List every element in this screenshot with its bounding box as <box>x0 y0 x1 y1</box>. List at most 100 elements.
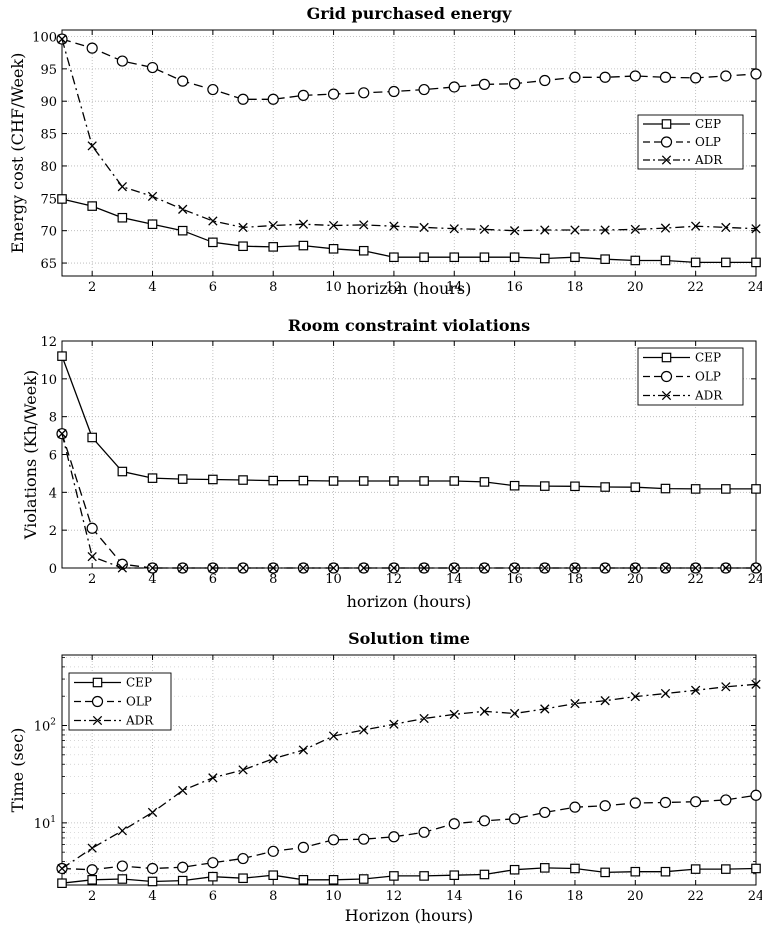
data-point-cep <box>268 870 279 880</box>
data-point-adr <box>298 219 309 229</box>
data-point-cep <box>479 252 490 263</box>
x-tick-label: 4 <box>148 889 156 904</box>
data-point-cep <box>389 476 399 486</box>
data-point-cep <box>87 201 97 211</box>
series-adr <box>57 679 761 874</box>
data-point-olp <box>177 75 189 87</box>
data-point-adr <box>660 223 671 233</box>
series-olp <box>56 428 762 574</box>
data-point-olp <box>327 88 340 100</box>
x-tick-label: 22 <box>687 889 704 904</box>
data-point-olp <box>237 852 249 865</box>
data-point-olp <box>358 833 370 845</box>
data-point-adr <box>268 220 278 231</box>
series-line-olp <box>61 38 757 100</box>
data-point-cep <box>721 257 731 268</box>
legend-marker-cep <box>92 677 103 688</box>
data-point-adr <box>208 563 218 573</box>
data-point-olp <box>267 93 279 105</box>
data-point-cep <box>87 875 97 885</box>
data-point-cep <box>87 432 97 443</box>
data-point-olp <box>599 800 611 812</box>
x-tick-label: 6 <box>209 280 217 295</box>
data-point-adr <box>540 225 550 235</box>
data-point-adr <box>178 563 188 573</box>
data-point-olp <box>720 70 732 82</box>
data-point-cep <box>509 864 520 875</box>
x-tick-label: 22 <box>687 572 704 587</box>
data-point-olp <box>720 794 732 806</box>
data-point-adr <box>751 563 761 573</box>
data-point-adr <box>449 224 459 234</box>
data-point-adr <box>690 563 701 573</box>
x-tick-label: 10 <box>325 280 342 295</box>
data-point-olp <box>690 796 702 808</box>
data-point-olp <box>599 71 611 83</box>
data-point-adr <box>419 222 429 233</box>
plot-area-frame <box>61 654 757 886</box>
legend-label-adr: ADR <box>125 714 154 728</box>
x-tick-label: 6 <box>209 572 217 587</box>
data-point-adr <box>419 563 429 573</box>
y-axis-label: Energy cost (CHF/Week) <box>8 53 27 254</box>
data-point-adr <box>509 563 520 573</box>
data-point-cep <box>721 484 731 494</box>
x-tick-label: 10 <box>325 889 342 904</box>
data-point-cep <box>177 474 188 484</box>
data-point-adr <box>389 719 399 729</box>
data-point-adr <box>359 220 369 230</box>
legend-label-cep: CEP <box>126 676 152 690</box>
data-point-adr <box>57 863 67 874</box>
y-tick-label: 85 <box>40 128 57 143</box>
x-tick-label: 14 <box>446 889 463 904</box>
series-cep <box>57 863 761 889</box>
data-point-cep <box>600 254 610 264</box>
data-point-olp <box>418 83 430 96</box>
data-point-cep <box>630 482 641 493</box>
data-point-olp <box>478 78 491 90</box>
data-point-cep <box>479 477 490 487</box>
data-point-cep <box>690 484 701 494</box>
data-point-olp <box>86 42 98 54</box>
data-point-olp <box>116 55 128 67</box>
data-point-cep <box>208 474 218 485</box>
data-point-olp <box>750 789 762 801</box>
data-point-cep <box>509 480 520 491</box>
x-tick-label: 22 <box>687 280 704 295</box>
legend-marker-adr <box>661 390 672 401</box>
legend-marker-olp <box>660 136 673 148</box>
data-point-cep <box>751 863 761 874</box>
y-tick-label: 101 <box>34 815 56 832</box>
x-tick-label: 16 <box>506 889 523 904</box>
y-axis-label: Time (sec) <box>8 728 27 813</box>
data-point-adr <box>479 224 490 235</box>
data-point-olp <box>448 81 460 93</box>
data-point-olp <box>327 834 340 846</box>
y-tick-label: 102 <box>34 718 56 735</box>
data-point-cep <box>177 225 188 236</box>
data-point-adr <box>449 563 459 573</box>
data-point-adr <box>721 682 731 692</box>
data-point-adr <box>117 826 128 836</box>
data-point-adr <box>147 807 158 818</box>
data-point-adr <box>359 563 369 573</box>
series-line-cep <box>61 867 757 884</box>
series-line-olp <box>61 433 756 569</box>
series-olp <box>56 789 762 876</box>
data-point-cep <box>419 252 429 263</box>
data-point-adr <box>660 688 671 699</box>
y-tick-label: 65 <box>40 257 57 272</box>
series-cep <box>57 194 761 268</box>
data-point-olp <box>146 862 159 875</box>
data-point-adr <box>87 141 97 151</box>
y-tick-base: 10 <box>34 817 51 832</box>
data-point-olp <box>116 860 128 872</box>
data-point-adr <box>540 704 550 714</box>
legend-label-adr: ADR <box>694 153 723 167</box>
data-point-olp <box>207 83 219 96</box>
x-tick-label: 8 <box>269 572 277 587</box>
x-axis-label: horizon (hours) <box>347 592 472 611</box>
legend-label-cep: CEP <box>695 117 721 131</box>
legend-box <box>637 114 744 170</box>
